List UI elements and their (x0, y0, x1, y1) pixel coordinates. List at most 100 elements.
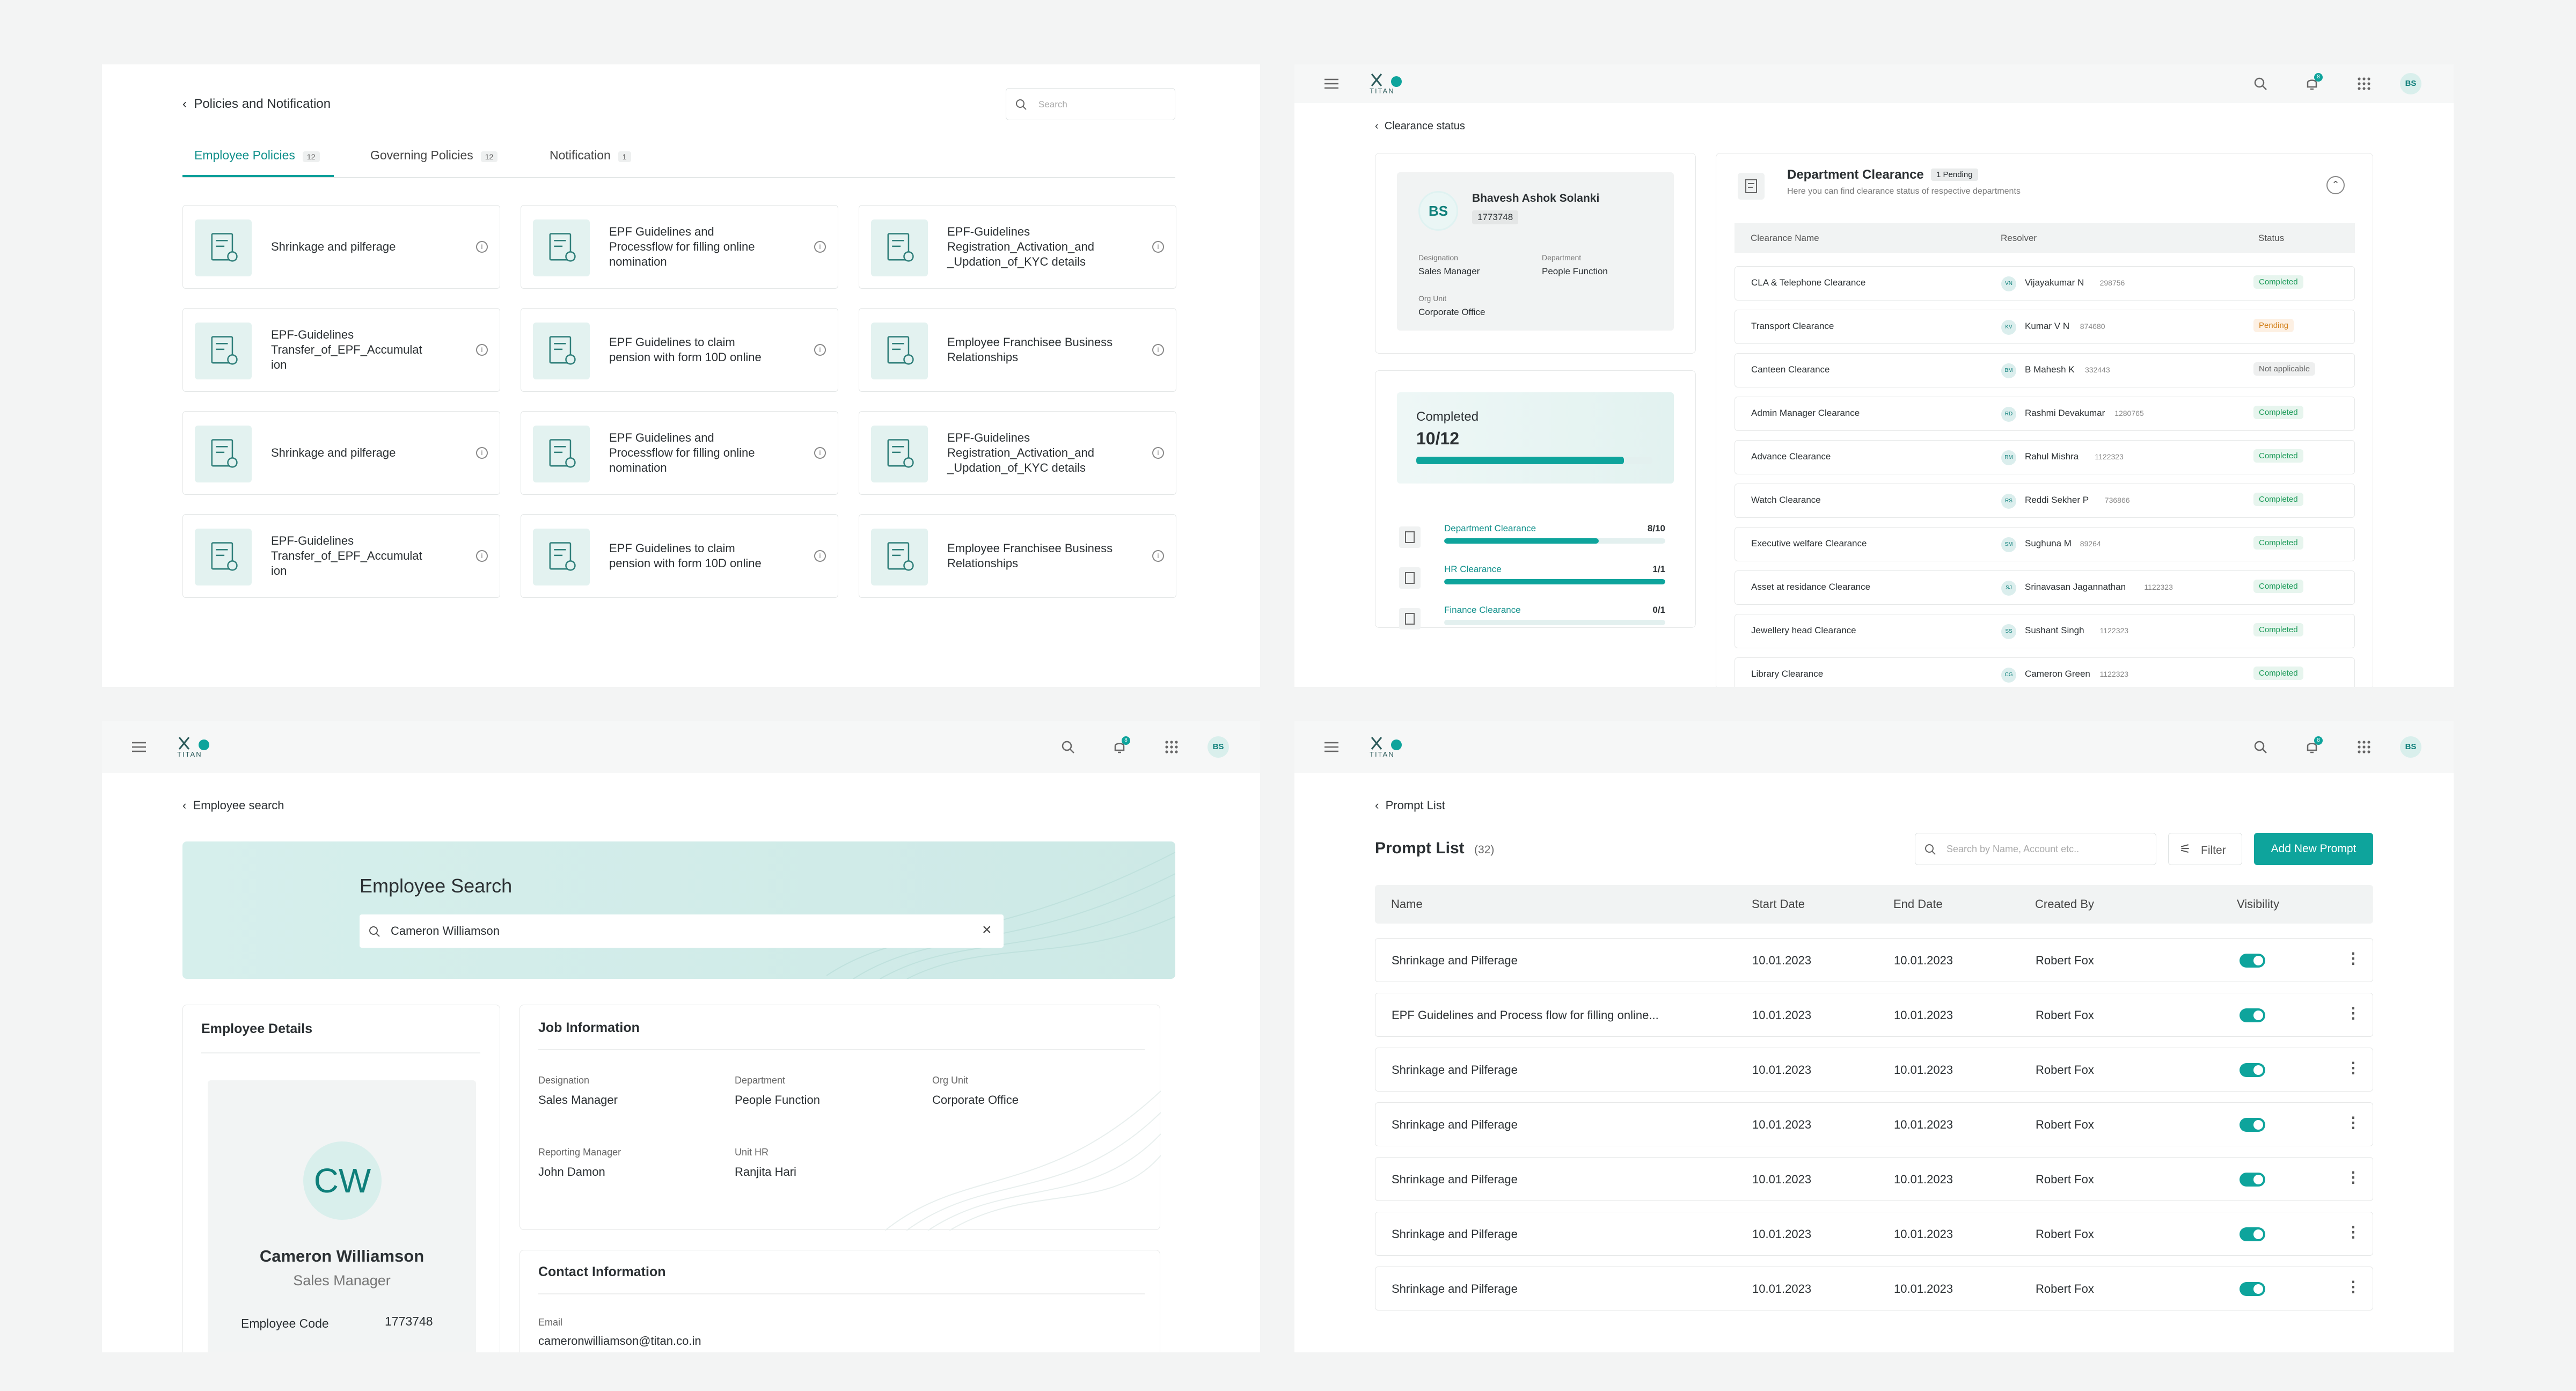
back-link[interactable]: ‹ Employee search (182, 799, 284, 812)
visibility-toggle[interactable] (2240, 1173, 2265, 1187)
user-avatar[interactable]: BS (2400, 736, 2421, 758)
tab-notification[interactable]: Notification 1 (550, 148, 631, 163)
table-row[interactable]: Advance Clearance RM Rahul Mishra 1122323 Co… (1735, 440, 2355, 474)
more-options-icon[interactable]: ⋮ (2346, 1005, 2361, 1021)
policy-card[interactable]: EPF-Guidelines Transfer_of_EPF_Accumulat i… (182, 514, 500, 598)
search-icon[interactable] (2253, 76, 2268, 91)
completed-value: 10/12 (1416, 429, 1460, 448)
more-options-icon[interactable]: ⋮ (2346, 950, 2361, 967)
titan-logo[interactable]: TITAN (177, 735, 220, 759)
search-input[interactable]: Search (1006, 88, 1175, 120)
search-icon (1925, 844, 1936, 855)
policy-title-line: EPF Guidelines and (609, 431, 714, 444)
info-icon[interactable]: i (814, 550, 826, 562)
back-link[interactable]: ‹ Clearance status (1375, 120, 1465, 132)
policy-card[interactable]: Employee Franchisee Business Relationship… (859, 514, 1176, 598)
menu-icon[interactable] (1323, 77, 1340, 90)
designation-value: Sales Manager (538, 1093, 618, 1107)
policy-card[interactable]: EPF Guidelines and Processflow for fillin… (521, 411, 838, 495)
table-row[interactable]: Shrinkage and Pilferage 10.01.2023 10.01.2… (1375, 1157, 2373, 1201)
info-icon[interactable]: i (1152, 344, 1164, 356)
visibility-toggle[interactable] (2240, 1118, 2265, 1132)
titan-logo[interactable]: TITAN (1370, 72, 1413, 96)
tab-governing-policies[interactable]: Governing Policies 12 (370, 148, 498, 163)
table-row[interactable]: Jewellery head Clearance SS Sushant Singh 1… (1735, 614, 2355, 648)
prompt-search-input[interactable]: Search by Name, Account etc.. (1915, 833, 2156, 865)
table-row[interactable]: Shrinkage and Pilferage 10.01.2023 10.01.2… (1375, 1102, 2373, 1146)
policy-card[interactable]: EPF-Guidelines Registration_Activation_an… (859, 411, 1176, 495)
apps-grid-icon[interactable] (1165, 740, 1179, 754)
table-row[interactable]: Shrinkage and Pilferage 10.01.2023 10.01.2… (1375, 1212, 2373, 1256)
visibility-toggle[interactable] (2240, 1282, 2265, 1296)
search-icon[interactable] (2253, 740, 2268, 755)
info-icon[interactable]: i (814, 447, 826, 459)
info-icon[interactable]: i (1152, 550, 1164, 562)
info-icon[interactable]: i (476, 241, 488, 253)
info-icon[interactable]: i (476, 550, 488, 562)
policy-card[interactable]: Shrinkage and pilferage i (182, 205, 500, 289)
policy-card[interactable]: EPF Guidelines to claim pension with form… (521, 308, 838, 392)
collapse-icon[interactable]: ⌃ (2326, 176, 2345, 194)
table-row[interactable]: Transport Clearance KV Kumar V N 874680 Pend… (1735, 310, 2355, 344)
resolver-name: Reddi Sekher P (2025, 495, 2089, 505)
policy-card[interactable]: Employee Franchisee Business Relationship… (859, 308, 1176, 392)
user-avatar[interactable]: BS (1208, 736, 1229, 758)
info-icon[interactable]: i (1152, 241, 1164, 253)
policy-card[interactable]: EPF-Guidelines Transfer_of_EPF_Accumulat i… (182, 308, 500, 392)
more-options-icon[interactable]: ⋮ (2346, 1059, 2361, 1076)
table-row[interactable]: CLA & Telephone Clearance VN Vijayakumar N… (1735, 266, 2355, 301)
table-row[interactable]: Canteen Clearance BM B Mahesh K 332443 Not a… (1735, 353, 2355, 387)
visibility-toggle[interactable] (2240, 954, 2265, 968)
policy-card[interactable]: EPF Guidelines and Processflow for fillin… (521, 205, 838, 289)
table-row[interactable]: Watch Clearance RS Reddi Sekher P 736866 Com… (1735, 484, 2355, 518)
info-icon[interactable]: i (814, 344, 826, 356)
user-avatar[interactable]: BS (2400, 73, 2421, 94)
column-header: Start Date (1752, 897, 1805, 911)
policy-card[interactable]: Shrinkage and pilferage i (182, 411, 500, 495)
bell-icon[interactable]: 8 (2303, 736, 2323, 756)
bell-icon[interactable]: 8 (2303, 73, 2323, 92)
more-options-icon[interactable]: ⋮ (2346, 1114, 2361, 1131)
department-label: Department (1542, 253, 1582, 262)
created-by: Robert Fox (2036, 1063, 2094, 1077)
table-row[interactable]: EPF Guidelines and Process flow for fill… (1375, 993, 2373, 1037)
visibility-toggle[interactable] (2240, 1008, 2265, 1022)
add-new-prompt-button[interactable]: Add New Prompt (2254, 833, 2373, 865)
visibility-toggle[interactable] (2240, 1063, 2265, 1077)
info-icon[interactable]: i (476, 344, 488, 356)
clear-icon[interactable]: × (982, 921, 992, 939)
table-row[interactable]: Shrinkage and Pilferage 10.01.2023 10.01.2… (1375, 1048, 2373, 1092)
tab-employee-policies[interactable]: Employee Policies 12 (194, 148, 320, 163)
info-icon[interactable]: i (814, 241, 826, 253)
back-link[interactable]: ‹ Policies and Notification (182, 97, 331, 111)
table-row[interactable]: Shrinkage and Pilferage 10.01.2023 10.01.2… (1375, 938, 2373, 982)
menu-icon[interactable] (1323, 741, 1340, 753)
more-options-icon[interactable]: ⋮ (2346, 1278, 2361, 1295)
menu-icon[interactable] (131, 741, 147, 753)
policy-card[interactable]: EPF-Guidelines Registration_Activation_an… (859, 205, 1176, 289)
apps-grid-icon[interactable] (2357, 77, 2371, 91)
titan-logo[interactable]: TITAN (1370, 735, 1413, 759)
employee-search-input[interactable]: Cameron Williamson × (360, 914, 1004, 948)
table-row[interactable]: Admin Manager Clearance RD Rashmi Devakuma… (1735, 397, 2355, 431)
policy-title-line: Processflow for filling online (609, 446, 755, 459)
bell-icon[interactable]: 8 (1111, 736, 1130, 756)
info-icon[interactable]: i (476, 447, 488, 459)
visibility-toggle[interactable] (2240, 1227, 2265, 1241)
notification-badge: 8 (2314, 736, 2323, 745)
policy-title-line: EPF-Guidelines (271, 534, 354, 547)
policy-card[interactable]: EPF Guidelines to claim pension with form… (521, 514, 838, 598)
department-subtitle: Here you can find clearance status of re… (1787, 187, 2021, 196)
filter-button[interactable]: ⚟ Filter (2168, 833, 2242, 865)
info-icon[interactable]: i (1152, 447, 1164, 459)
back-link[interactable]: ‹ Prompt List (1375, 799, 1445, 812)
table-row[interactable]: Asset at residance Clearance SJ Srinavasan… (1735, 570, 2355, 605)
more-options-icon[interactable]: ⋮ (2346, 1224, 2361, 1240)
table-row[interactable]: Library Clearance CG Cameron Green 1122323 C… (1735, 657, 2355, 687)
table-row[interactable]: Executive welfare Clearance SM Sughuna M 89… (1735, 527, 2355, 561)
table-row[interactable]: Shrinkage and Pilferage 10.01.2023 10.01.2… (1375, 1266, 2373, 1311)
employee-panel: TITAN 8 BS ‹ Employee search Employee Sear… (102, 721, 1260, 1352)
search-icon[interactable] (1060, 740, 1075, 755)
more-options-icon[interactable]: ⋮ (2346, 1169, 2361, 1185)
apps-grid-icon[interactable] (2357, 740, 2371, 754)
